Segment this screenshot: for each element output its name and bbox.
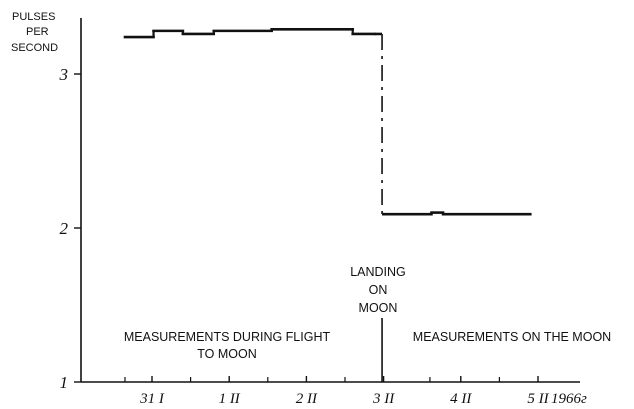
y-axis-label-line-2: PER [26, 26, 49, 38]
moon-annotation-line-1: MEASUREMENTS ON THE MOON [413, 330, 611, 344]
x-ticks: 31 I 1 II 2 II 3 II 4 II 5 II 1966г [124, 376, 587, 407]
x-tick-label: 4 II [450, 391, 472, 407]
y-axis-label-line-1: PULSES [12, 11, 55, 23]
landing-label-line-1: LANDING [350, 265, 406, 279]
flight-annotation-line-1: MEASUREMENTS DURING FLIGHT [124, 330, 331, 344]
y-tick-label: 2 [60, 219, 69, 238]
x-tick-label: 3 II [372, 391, 395, 407]
x-tick-label: 1 II [219, 391, 241, 407]
x-tick-label: 2 II [296, 391, 318, 407]
flight-annotation-line-2: TO MOON [197, 347, 257, 361]
y-axis-label-line-3: SECOND [11, 42, 58, 54]
x-tick-label: 31 I [139, 391, 165, 407]
series-pulses [123, 28, 532, 382]
axes [80, 18, 580, 383]
x-tick-label: 5 II [527, 391, 549, 407]
x-tick-label: 1966г [551, 391, 587, 407]
landing-label-line-3: MOON [359, 301, 398, 315]
y-tick-label: 3 [59, 65, 69, 84]
y-tick-label: 1 [60, 373, 69, 392]
landing-label-line-2: ON [369, 283, 388, 297]
y-ticks: 1 2 3 [59, 65, 81, 392]
